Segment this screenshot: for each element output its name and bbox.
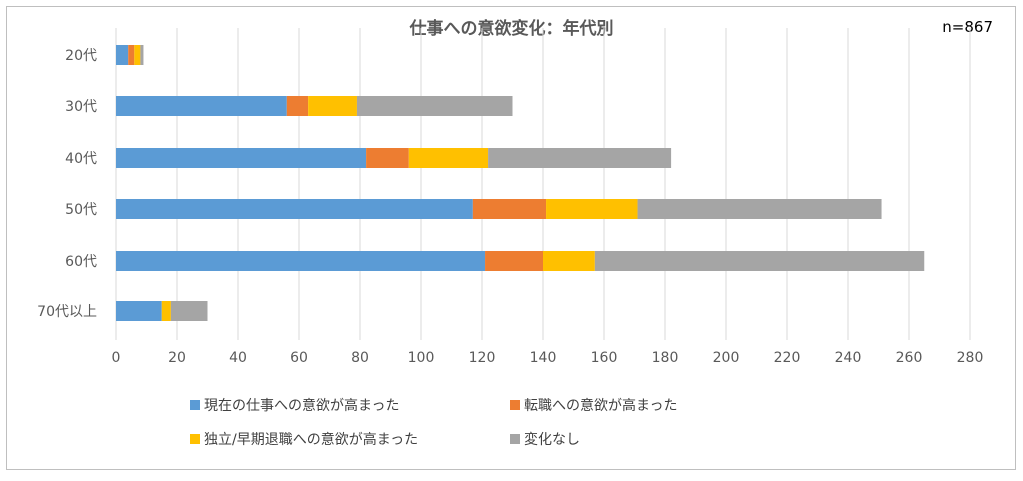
legend-label: 現在の仕事への意欲が高まった — [204, 398, 400, 414]
x-tick-label: 60 — [290, 350, 308, 366]
x-tick-label: 40 — [229, 350, 247, 366]
bar-segment — [116, 45, 129, 65]
legend-swatch — [510, 434, 520, 444]
bar-segment — [116, 199, 473, 219]
bar-segment — [485, 251, 543, 271]
legend-item: 転職への意欲が高まった — [510, 395, 677, 415]
bar-segment — [170, 301, 208, 321]
bar-segment — [116, 148, 367, 168]
bar-segment — [594, 251, 925, 271]
bar-segment — [637, 199, 882, 219]
chart-title: 仕事への意欲変化：年代別 — [409, 19, 614, 39]
bar-segment — [308, 96, 357, 116]
gridlines — [115, 28, 971, 340]
bar-segment — [161, 301, 171, 321]
bar-segment — [356, 96, 513, 116]
x-tick-label: 0 — [112, 350, 121, 366]
legend-label: 転職への意欲が高まった — [524, 398, 678, 414]
bar-segment — [366, 148, 409, 168]
bar-segment — [116, 251, 486, 271]
category-labels: 20代 30代 40代 50代 60代 70代以上 — [37, 48, 97, 320]
bar-segment — [546, 199, 638, 219]
category-label: 50代 — [65, 202, 97, 218]
legend-item: 変化なし — [510, 429, 580, 449]
bars — [116, 45, 925, 321]
bar-segment — [472, 199, 547, 219]
bar-segment — [116, 96, 287, 116]
x-tick-label: 100 — [408, 350, 435, 366]
bar-segment — [488, 148, 672, 168]
x-tick-label: 260 — [896, 350, 923, 366]
x-tick-label: 140 — [530, 350, 557, 366]
x-tick-label: 120 — [469, 350, 496, 366]
category-label: 70代以上 — [37, 304, 97, 320]
x-tick-label: 20 — [168, 350, 186, 366]
x-tick-label: 200 — [713, 350, 740, 366]
x-tick-label: 80 — [351, 350, 369, 366]
category-label: 40代 — [65, 151, 97, 167]
legend-swatch — [190, 400, 200, 410]
x-tick-label: 240 — [835, 350, 862, 366]
bar-segment — [134, 45, 141, 65]
bar-segment — [128, 45, 135, 65]
category-label: 60代 — [65, 254, 97, 270]
legend-label: 独立/早期退職への意欲が高まった — [204, 432, 419, 448]
x-tick-label: 220 — [774, 350, 801, 366]
bar-segment — [286, 96, 309, 116]
sample-size-label: n=867 — [942, 18, 993, 36]
x-tick-labels: 0 20 40 60 80 100 120 140 160 180 200 220 240 260 280 — [112, 350, 984, 366]
legend-label: 変化なし — [524, 432, 580, 448]
x-tick-label: 180 — [652, 350, 679, 366]
bar-segment — [140, 45, 144, 65]
category-label: 30代 — [65, 99, 97, 115]
legend-swatch — [510, 400, 520, 410]
legend-item: 独立/早期退職への意欲が高まった — [190, 429, 418, 449]
legend-item: 現在の仕事への意欲が高まった — [190, 395, 399, 415]
bar-segment — [116, 301, 162, 321]
x-tick-label: 280 — [957, 350, 984, 366]
legend-swatch — [190, 434, 200, 444]
bar-segment — [408, 148, 489, 168]
category-label: 20代 — [65, 48, 97, 64]
bar-segment — [543, 251, 595, 271]
x-tick-label: 160 — [591, 350, 618, 366]
